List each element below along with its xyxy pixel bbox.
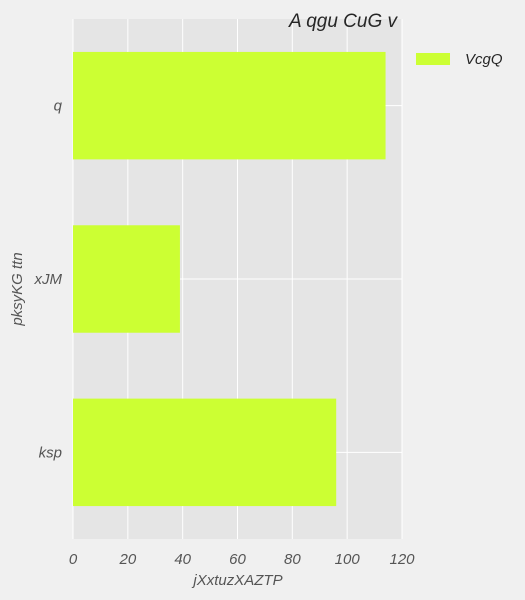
y-tick-label: q [54, 98, 63, 115]
bar-ksp [73, 398, 337, 507]
y-tick-label: ksp [39, 444, 62, 461]
x-tick-label: 60 [229, 551, 246, 568]
x-tick-label: 100 [335, 551, 361, 568]
bars [73, 51, 386, 507]
x-tick-label: 80 [284, 551, 301, 568]
x-tick-label: 20 [118, 551, 136, 568]
x-axis-label: jXxtuzXAZTP [191, 572, 282, 589]
y-axis-ticks: q xJM ksp [34, 98, 63, 462]
x-tick-label: 0 [69, 551, 78, 568]
bar-q [73, 51, 386, 160]
y-axis-label: pksyKG ttn [9, 252, 26, 326]
x-tick-label: 40 [174, 551, 191, 568]
x-tick-label: 120 [389, 551, 415, 568]
chart-title: A qgu CuG v [288, 11, 399, 32]
legend: VcgQ [416, 51, 503, 68]
x-axis-ticks: 0 20 40 60 80 100 120 [69, 551, 415, 568]
legend-swatch [416, 53, 450, 65]
legend-label: VcgQ [465, 51, 503, 68]
bar-xJM [73, 225, 180, 333]
y-tick-label: xJM [34, 271, 63, 288]
